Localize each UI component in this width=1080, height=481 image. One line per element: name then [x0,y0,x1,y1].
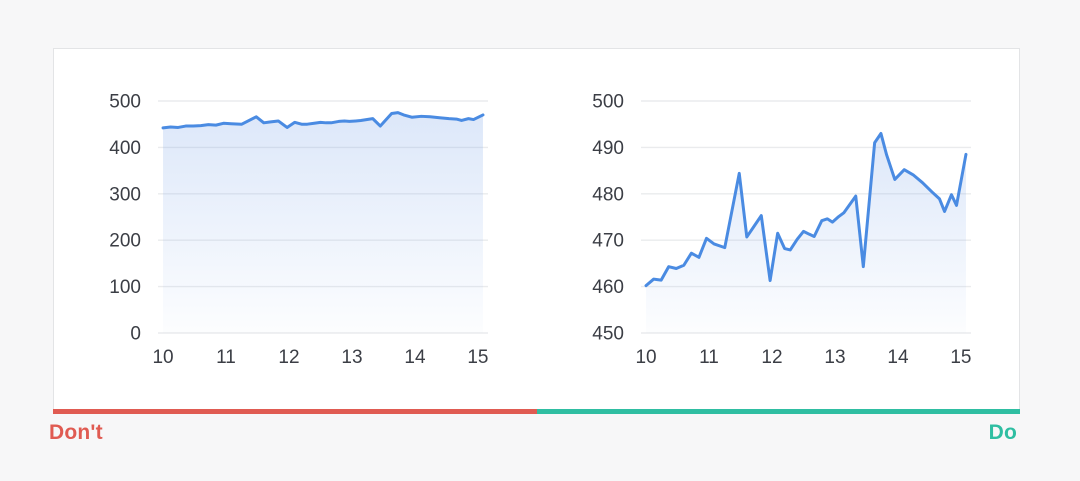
panel-dont: 0 100 200 300 400 500 10 11 12 13 14 15 [54,49,537,409]
svg-text:450: 450 [592,324,624,345]
do-area-chart: 450 460 470 480 490 500 10 11 12 13 14 15 [592,92,971,369]
svg-text:500: 500 [592,92,624,113]
dont-label: Don't [49,421,103,444]
svg-text:470: 470 [592,231,624,252]
svg-text:490: 490 [592,138,624,159]
dont-underline-bar [53,409,537,414]
do-underline-bar [537,409,1020,414]
svg-text:400: 400 [109,138,141,159]
svg-text:11: 11 [699,347,719,368]
svg-text:300: 300 [109,184,141,205]
svg-text:460: 460 [592,277,624,298]
svg-text:500: 500 [109,92,141,113]
svg-text:12: 12 [278,347,299,368]
svg-text:480: 480 [592,184,624,205]
do-label: Do [988,421,1017,444]
panel-do: 450 460 470 480 490 500 10 11 12 13 14 15 [537,49,1020,409]
svg-text:15: 15 [467,347,488,368]
svg-text:14: 14 [887,347,909,368]
svg-text:13: 13 [341,347,362,368]
svg-text:200: 200 [109,231,141,252]
svg-text:0: 0 [130,324,141,345]
svg-text:14: 14 [404,347,426,368]
comparison-card: 0 100 200 300 400 500 10 11 12 13 14 15 450 460 470 48… [53,48,1020,410]
svg-text:13: 13 [824,347,845,368]
svg-text:100: 100 [109,277,141,298]
svg-text:11: 11 [216,347,236,368]
svg-text:15: 15 [950,347,971,368]
svg-text:12: 12 [761,347,782,368]
svg-text:10: 10 [635,347,656,368]
svg-text:10: 10 [152,347,173,368]
dont-area-chart: 0 100 200 300 400 500 10 11 12 13 14 15 [109,92,488,369]
